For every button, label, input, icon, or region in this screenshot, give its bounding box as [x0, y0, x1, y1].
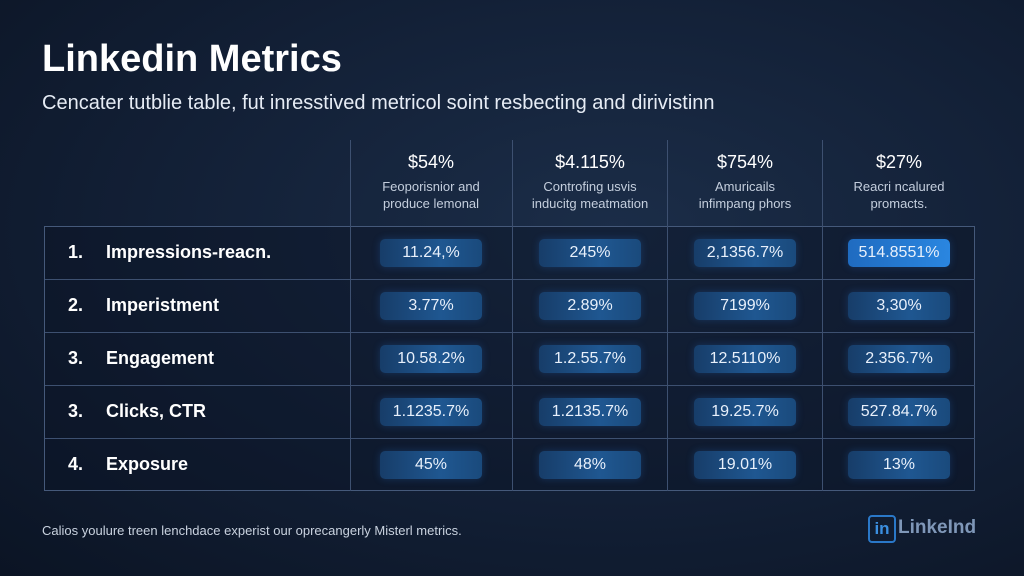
- column-description: Controfing usvis inducitg meatmation: [510, 178, 670, 212]
- metric-cell: 2.89%: [539, 291, 641, 320]
- metric-cell: 3,30%: [848, 291, 950, 320]
- description-line: produce lemonal: [382, 196, 480, 211]
- column-description: Feoporisnior and produce lemonal: [351, 178, 511, 212]
- description-line: inducitg meatmation: [531, 196, 649, 211]
- row-number: 3.: [68, 347, 84, 368]
- metric-cell: 13%: [848, 450, 950, 479]
- row-number: 4.: [68, 453, 84, 474]
- metric-cell: 3.77%: [380, 291, 482, 320]
- metric-cell: 2.356.7%: [848, 344, 950, 373]
- row-label: Clicks, CTR: [106, 400, 207, 421]
- metric-cell: 1.1235.7%: [380, 397, 482, 426]
- metric-cell: 12.5110%: [694, 344, 796, 373]
- metric-cell: 45%: [380, 450, 482, 479]
- row-divider: [45, 279, 975, 280]
- metric-cell: 10.58.2%: [380, 344, 482, 373]
- column-value: $4.115%: [555, 152, 625, 172]
- row-number: 3.: [68, 400, 84, 421]
- metric-cell: 7199%: [694, 291, 796, 320]
- metric-cell: 514.8551%: [848, 238, 950, 267]
- description-line: infimpang phors: [698, 196, 792, 211]
- description-line: Feoporisnior and: [382, 179, 480, 194]
- row-divider: [45, 332, 975, 333]
- description-line: Controfing usvis: [543, 179, 637, 194]
- row-number: 2.: [68, 294, 84, 315]
- column-value: $54%: [407, 152, 455, 172]
- description-line: Amuricails: [715, 179, 775, 194]
- metric-cell: 48%: [539, 450, 641, 479]
- column-divider: [667, 140, 668, 491]
- row-label: Exposure: [106, 453, 189, 474]
- metric-cell: 245%: [539, 238, 641, 267]
- column-value: $27%: [875, 152, 923, 172]
- column-description: Reacri ncalured promacts.: [819, 178, 979, 212]
- metric-cell: 527.84.7%: [848, 397, 950, 426]
- metric-cell: 19.25.7%: [694, 397, 796, 426]
- metric-cell: 2,1356.7%: [694, 238, 796, 267]
- metric-cell: 1.2.55.7%: [539, 344, 641, 373]
- column-divider: [350, 140, 351, 491]
- description-line: promacts.: [870, 196, 928, 211]
- metric-cell: 1.2135.7%: [539, 397, 641, 426]
- column-value: $754%: [716, 152, 774, 172]
- row-number: 1.: [68, 241, 84, 262]
- row-label: Impressions-reacn.: [106, 241, 272, 262]
- row-label: Engagement: [106, 347, 215, 368]
- title: Linkedin Metrics: [42, 38, 342, 80]
- metric-cell: 19.01%: [694, 450, 796, 479]
- row-divider: [45, 438, 975, 439]
- table: [44, 226, 975, 491]
- description-line: Reacri ncalured: [853, 179, 945, 194]
- row-divider: [45, 385, 975, 386]
- metric-cell: 11.24,%: [380, 238, 482, 267]
- footer-note: Calios youlure treen lenchdace experist …: [42, 523, 462, 538]
- logo-icon: in: [868, 515, 896, 543]
- row-label: Imperistment: [106, 294, 220, 315]
- column-description: Amuricails infimpang phors: [665, 178, 825, 212]
- logo-text: LinkeInd: [898, 517, 977, 538]
- column-divider: [512, 140, 513, 491]
- subtitle: Cencater tutblie table, fut inresstived …: [42, 92, 715, 114]
- column-divider: [822, 140, 823, 491]
